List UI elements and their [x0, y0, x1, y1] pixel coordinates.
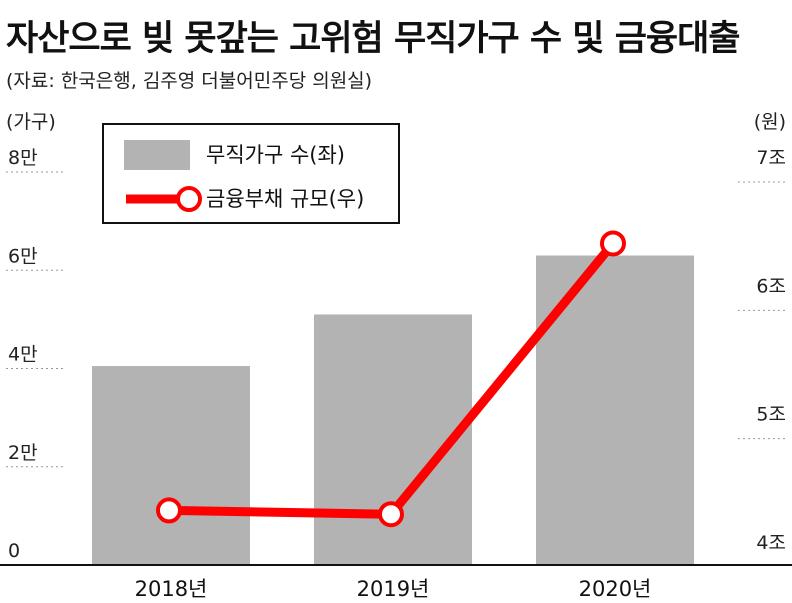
- legend-bar-label: 무직가구 수(좌): [206, 143, 345, 167]
- right-axis-unit: (원): [754, 111, 786, 133]
- left-tick-label: 4만: [8, 344, 38, 366]
- chart-source: (자료: 한국은행, 김주영 더불어민주당 의원실): [6, 70, 373, 92]
- category-label: 2018년: [135, 577, 208, 601]
- left-tick-label: 8만: [8, 147, 38, 169]
- category-label: 2019년: [357, 577, 430, 601]
- left-tick-label: 6만: [8, 245, 38, 267]
- left-tick-label: 0: [8, 540, 20, 562]
- debt-point-1: [156, 497, 182, 524]
- legend: 무직가구 수(좌) 금융부채 규모(우): [102, 123, 400, 224]
- bar-1: [92, 366, 250, 565]
- debt-point-2: [378, 501, 404, 528]
- legend-line-marker: [176, 186, 202, 212]
- left-tick-label: 2만: [8, 442, 38, 464]
- legend-line-label: 금융부채 규모(우): [206, 187, 364, 211]
- left-axis-unit: (가구): [6, 111, 56, 133]
- right-tick-label: 5조: [756, 404, 786, 426]
- chart-title: 자산으로 빚 못갚는 고위험 무직가구 수 및 금융대출: [6, 19, 740, 59]
- right-tick-label: 6조: [756, 275, 786, 297]
- right-tick-label: 7조: [756, 147, 786, 169]
- debt-point-3: [600, 230, 626, 257]
- right-tick-label: 4조: [756, 532, 786, 554]
- legend-bar-swatch: [124, 140, 190, 170]
- category-label: 2020년: [579, 577, 652, 601]
